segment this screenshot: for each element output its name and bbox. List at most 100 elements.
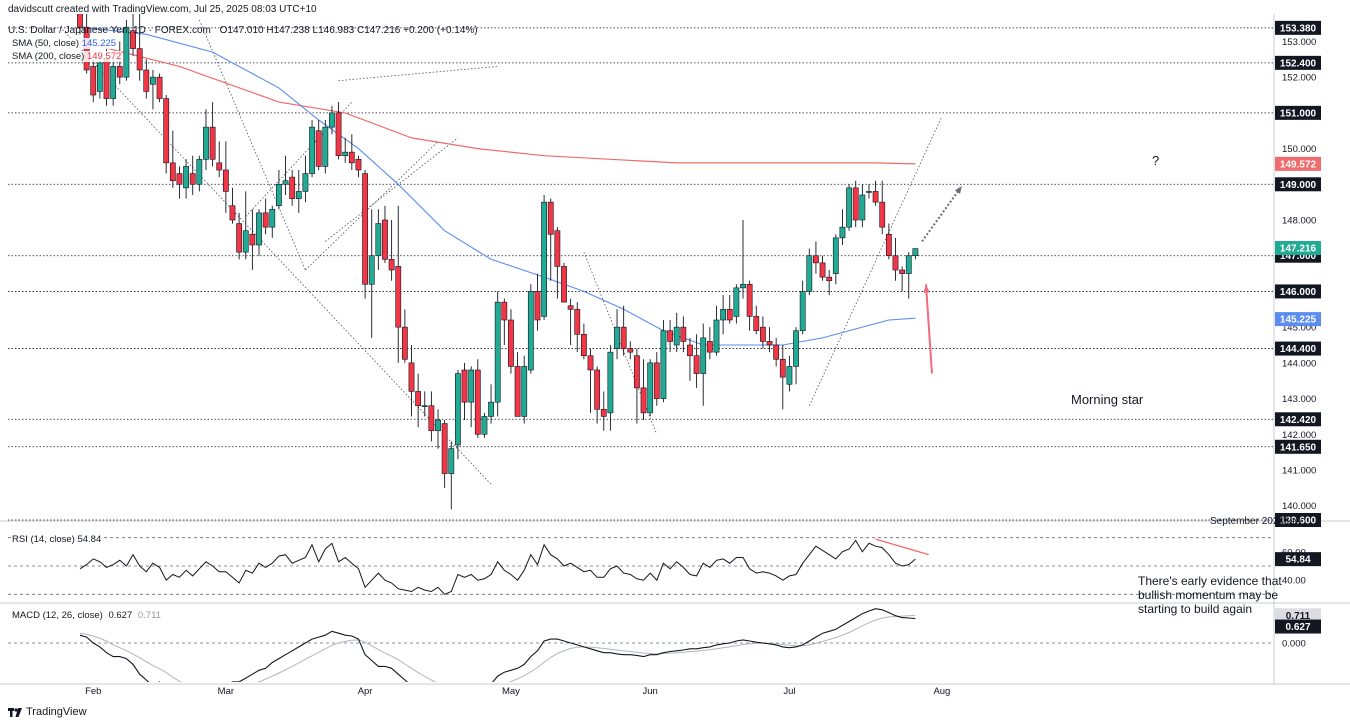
candle-body[interactable] bbox=[726, 308, 733, 321]
candle-body[interactable] bbox=[209, 126, 216, 160]
candle-body[interactable] bbox=[116, 66, 123, 78]
candle-body[interactable] bbox=[786, 366, 793, 385]
candle-body[interactable] bbox=[527, 291, 534, 371]
candle-body[interactable] bbox=[627, 348, 634, 353]
candle-body[interactable] bbox=[640, 387, 647, 414]
candle-body[interactable] bbox=[461, 369, 468, 403]
candle-body[interactable] bbox=[680, 326, 687, 342]
candle-body[interactable] bbox=[620, 326, 627, 349]
candle-body[interactable] bbox=[819, 262, 826, 278]
candle-body[interactable] bbox=[136, 48, 143, 71]
candle-body[interactable] bbox=[335, 112, 342, 157]
candle-body[interactable] bbox=[309, 126, 315, 174]
candle-body[interactable] bbox=[408, 362, 415, 392]
candle-body[interactable] bbox=[229, 205, 236, 221]
candle-body[interactable] bbox=[342, 151, 349, 157]
candle-body[interactable] bbox=[905, 255, 912, 274]
candle-body[interactable] bbox=[653, 362, 660, 399]
candle-body[interactable] bbox=[401, 326, 408, 360]
candle-body[interactable] bbox=[488, 401, 494, 417]
candle-body[interactable] bbox=[693, 355, 700, 374]
candle-body[interactable] bbox=[879, 201, 886, 228]
candle-body[interactable] bbox=[759, 326, 766, 342]
candle-body[interactable] bbox=[196, 158, 203, 185]
candle-body[interactable] bbox=[203, 126, 209, 160]
candle-body[interactable] bbox=[295, 191, 302, 199]
candle-body[interactable] bbox=[521, 366, 528, 417]
candle-body[interactable] bbox=[96, 62, 103, 92]
candle-body[interactable] bbox=[660, 330, 667, 399]
macd-legend[interactable]: MACD (12, 26, close) 0.627 0.711 bbox=[12, 610, 161, 621]
candle-body[interactable] bbox=[899, 269, 906, 274]
candle-body[interactable] bbox=[766, 341, 773, 346]
candle-body[interactable] bbox=[746, 283, 753, 317]
candle-body[interactable] bbox=[534, 291, 541, 321]
candle-body[interactable] bbox=[866, 191, 872, 193]
candle-body[interactable] bbox=[839, 226, 846, 239]
candle-body[interactable] bbox=[302, 173, 309, 192]
candle-body[interactable] bbox=[514, 366, 521, 417]
candle-body[interactable] bbox=[720, 308, 727, 321]
candle-body[interactable] bbox=[793, 330, 799, 367]
candle-body[interactable] bbox=[474, 369, 481, 435]
candle-body[interactable] bbox=[382, 219, 388, 260]
candle-body[interactable] bbox=[256, 212, 262, 246]
candle-body[interactable] bbox=[561, 266, 567, 303]
candle-body[interactable] bbox=[706, 341, 713, 353]
symbol-name[interactable]: U.S. Dollar / Japanese Yen, 1D · FOREX.c… bbox=[8, 25, 211, 36]
candle-body[interactable] bbox=[282, 180, 289, 185]
candle-body[interactable] bbox=[494, 301, 501, 403]
candle-body[interactable] bbox=[773, 344, 780, 360]
candle-body[interactable] bbox=[355, 158, 362, 171]
candle-body[interactable] bbox=[600, 408, 607, 417]
candle-body[interactable] bbox=[130, 30, 136, 49]
candle-body[interactable] bbox=[594, 369, 601, 410]
candle-body[interactable] bbox=[435, 419, 441, 432]
candle-body[interactable] bbox=[123, 26, 130, 78]
candle-body[interactable] bbox=[779, 358, 786, 378]
candle-body[interactable] bbox=[753, 316, 760, 332]
candle-body[interactable] bbox=[912, 248, 919, 257]
candle-body[interactable] bbox=[647, 362, 654, 414]
candle-body[interactable] bbox=[799, 291, 806, 332]
candle-body[interactable] bbox=[813, 255, 819, 264]
candle-body[interactable] bbox=[508, 319, 514, 367]
candle-body[interactable] bbox=[700, 337, 707, 374]
candle-body[interactable] bbox=[183, 166, 189, 189]
candle-body[interactable] bbox=[892, 255, 899, 271]
trendline[interactable] bbox=[338, 66, 498, 82]
candle-body[interactable] bbox=[455, 373, 461, 446]
candle-body[interactable] bbox=[885, 233, 892, 257]
candle-body[interactable] bbox=[634, 355, 640, 389]
candle-body[interactable] bbox=[852, 187, 859, 221]
trendline[interactable] bbox=[325, 137, 459, 242]
candle-body[interactable] bbox=[77, 0, 83, 28]
footer-brand[interactable]: TradingView bbox=[8, 706, 87, 718]
candle-body[interactable] bbox=[832, 237, 839, 274]
candle-body[interactable] bbox=[428, 405, 435, 432]
candle-body[interactable] bbox=[468, 369, 475, 403]
candle-body[interactable] bbox=[687, 344, 693, 357]
candle-body[interactable] bbox=[169, 162, 176, 182]
candle-body[interactable] bbox=[448, 448, 455, 474]
candle-body[interactable] bbox=[580, 333, 587, 357]
candle-body[interactable] bbox=[872, 191, 879, 203]
candle-body[interactable] bbox=[269, 208, 276, 228]
candle-body[interactable] bbox=[189, 173, 196, 185]
candle-body[interactable] bbox=[806, 255, 813, 292]
candle-body[interactable] bbox=[587, 355, 594, 371]
candle-body[interactable] bbox=[673, 326, 680, 346]
candle-body[interactable] bbox=[481, 416, 488, 435]
candle-body[interactable] bbox=[846, 187, 852, 228]
candle-body[interactable] bbox=[441, 423, 448, 474]
candle-body[interactable] bbox=[541, 201, 547, 317]
candle-body[interactable] bbox=[329, 112, 335, 128]
candle-body[interactable] bbox=[554, 230, 561, 267]
candle-body[interactable] bbox=[740, 283, 746, 289]
candle-body[interactable] bbox=[667, 330, 673, 342]
candle-body[interactable] bbox=[368, 255, 375, 285]
candle-body[interactable] bbox=[262, 212, 269, 228]
trendline[interactable] bbox=[583, 251, 658, 435]
candle-body[interactable] bbox=[90, 66, 97, 96]
